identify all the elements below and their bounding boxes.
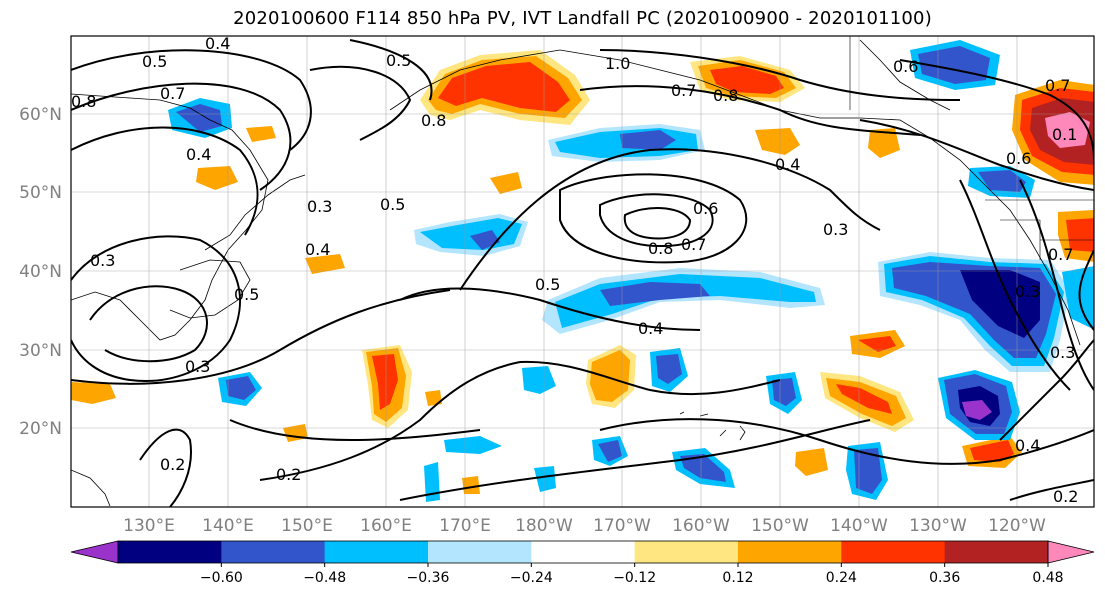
contour-label: 0.2 — [276, 465, 301, 484]
lat-axis: 60°N 50°N 40°N 30°N 20°N — [19, 105, 62, 439]
contour-label: 0.4 — [305, 240, 330, 259]
contour-label: 0.3 — [1015, 282, 1040, 301]
lon-label: 160°W — [672, 516, 730, 536]
lon-axis: 130°E 140°E 150°E 160°E 170°E 180°W 170°… — [123, 516, 1046, 536]
contour-label: 0.5 — [142, 52, 167, 71]
colorbar-frame — [117, 540, 1049, 564]
colorbar-tick-label: 0.48 — [1032, 570, 1063, 586]
contour-label: 0.7 — [1045, 76, 1070, 95]
lon-label: 180°W — [515, 516, 573, 536]
colorbar: −0.60 −0.48 −0.36 −0.24 −0.12 0.12 0.24 0.36 0.4… — [70, 540, 1095, 586]
lat-label-20n: 20°N — [19, 419, 62, 439]
colorbar-segment — [428, 541, 532, 563]
map-content: 0.4 0.5 0.8 0.7 0.5 1.0 0.7 0.8 0.7 0.8 … — [71, 34, 1094, 507]
contour-label: 0.6 — [1006, 149, 1031, 168]
lon-label: 130°W — [909, 516, 967, 536]
colorbar-segment — [841, 541, 946, 563]
lon-label: 130°E — [123, 516, 175, 536]
contour-label: 0.4 — [775, 155, 800, 174]
contour-label: 0.6 — [893, 57, 918, 76]
contour-label: 0.5 — [234, 285, 259, 304]
lon-label: 150°E — [281, 516, 333, 536]
lon-label: 140°E — [202, 516, 254, 536]
lat-label-40n: 40°N — [19, 262, 62, 282]
contour-label: 0.8 — [713, 86, 738, 105]
lon-label: 150°W — [751, 516, 809, 536]
contour-label: 0.5 — [535, 275, 560, 294]
colorbar-tick-label: −0.12 — [613, 570, 656, 586]
contour-label: 0.4 — [638, 319, 663, 338]
lon-label: 160°E — [360, 516, 412, 536]
map-title: 2020100600 F114 850 hPa PV, IVT Landfall… — [233, 8, 932, 29]
colorbar-segment — [531, 541, 636, 563]
lon-label: 120°W — [988, 516, 1046, 536]
contour-label: 0.2 — [160, 455, 185, 474]
contour-label: 0.1 — [1052, 125, 1077, 144]
contour-label: 0.6 — [693, 199, 718, 218]
colorbar-tick-label: 0.24 — [826, 570, 857, 586]
lat-label-60n: 60°N — [19, 105, 62, 125]
contour-label: 0.7 — [681, 235, 706, 254]
contour-label: 0.8 — [421, 111, 446, 130]
contour-label: 0.7 — [671, 81, 696, 100]
contour-label: 0.8 — [648, 239, 673, 258]
contour-label: 0.3 — [185, 357, 210, 376]
lat-label-50n: 50°N — [19, 183, 62, 203]
contour-label: 0.7 — [160, 84, 185, 103]
borders — [849, 36, 1094, 260]
contour-label: 0.3 — [90, 251, 115, 270]
lon-label: 140°W — [830, 516, 888, 536]
contour-label: 0.5 — [386, 51, 411, 70]
contour-label: 0.4 — [186, 145, 211, 164]
map-frame — [70, 35, 1095, 508]
colorbar-tick-label: 0.12 — [722, 570, 753, 586]
colorbar-tick-label: −0.60 — [200, 570, 243, 586]
contour-label: 0.4 — [1015, 436, 1040, 455]
colorbar-extend-low — [70, 540, 119, 564]
colorbar-segment — [324, 541, 429, 563]
contour-label: 0.7 — [1048, 245, 1073, 264]
colorbar-segment — [944, 541, 1049, 563]
contour-label: 0.2 — [1053, 487, 1078, 506]
lon-label: 170°E — [439, 516, 491, 536]
colorbar-tick-label: 0.36 — [929, 570, 960, 586]
pv-contours — [71, 39, 1094, 507]
contour-label: 0.4 — [205, 34, 230, 53]
contour-label: 0.8 — [71, 92, 96, 111]
contour-label: 0.3 — [823, 220, 848, 239]
colorbar-extend-high — [1047, 540, 1095, 564]
contour-label: 0.3 — [1050, 343, 1075, 362]
lat-label-30n: 30°N — [19, 341, 62, 361]
colorbar-segment — [221, 541, 326, 563]
colorbar-segment — [634, 541, 739, 563]
contour-label: 1.0 — [605, 54, 630, 73]
colorbar-segment — [118, 541, 222, 563]
contour-labels: 0.4 0.5 0.8 0.7 0.5 1.0 0.7 0.8 0.7 0.8 … — [71, 34, 1078, 506]
contour-label: 0.5 — [380, 195, 405, 214]
colorbar-tick-label: −0.24 — [510, 570, 553, 586]
colorbar-segment — [738, 541, 842, 563]
contour-label: 0.3 — [307, 197, 332, 216]
lon-label: 170°W — [593, 516, 651, 536]
colorbar-tick-label: −0.36 — [407, 570, 450, 586]
colorbar-tick-label: −0.48 — [303, 570, 346, 586]
